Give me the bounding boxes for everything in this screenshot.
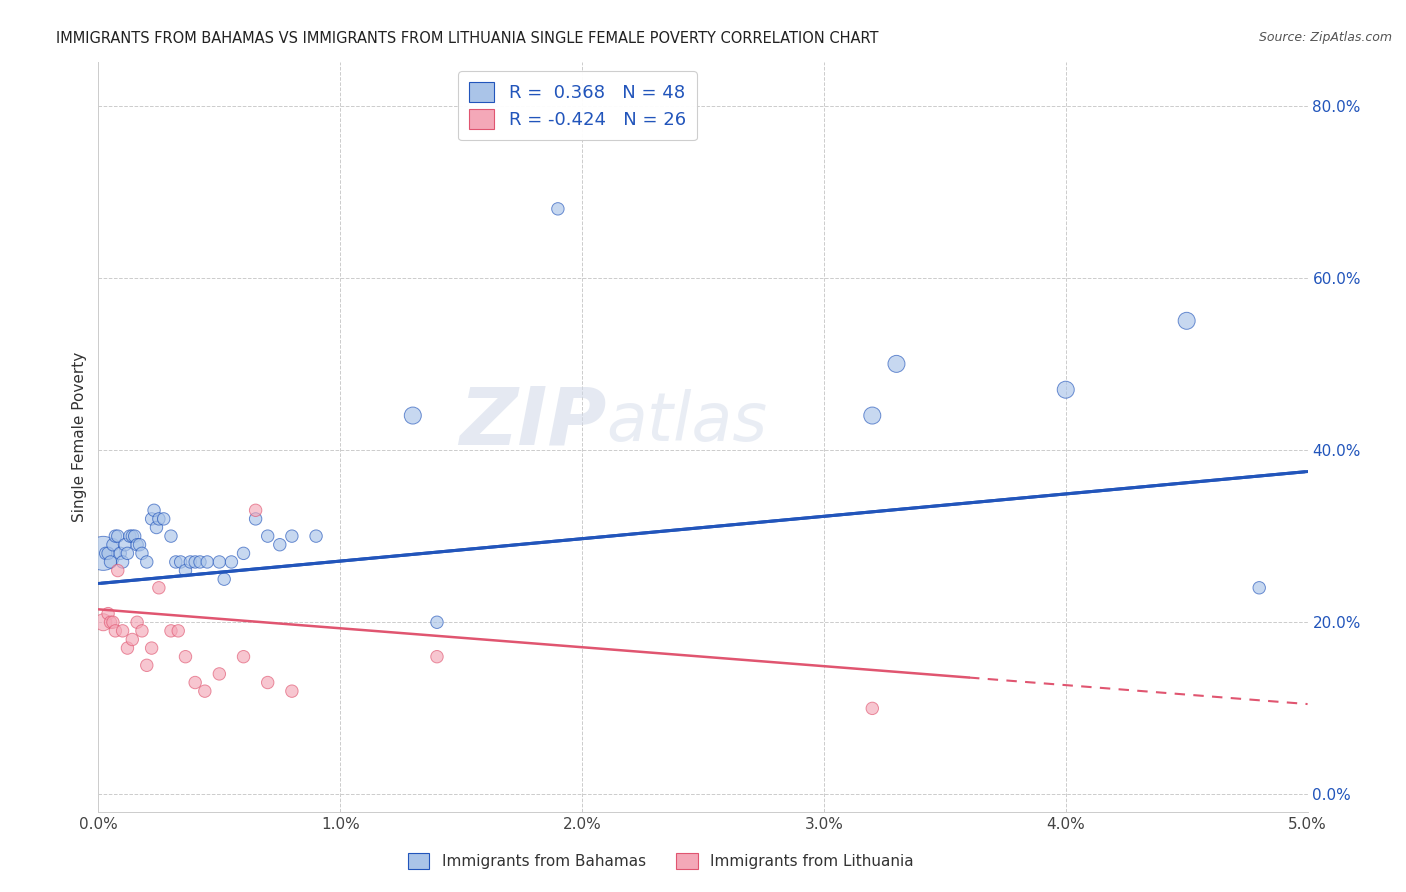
Point [141, 641, 163, 656]
Point [145, 520, 167, 534]
Point [100, 555, 122, 569]
Point [194, 684, 217, 698]
Point [269, 538, 291, 552]
Point [426, 649, 449, 664]
Y-axis label: Single Female Poverty: Single Female Poverty [72, 352, 87, 522]
Point [305, 529, 328, 543]
Text: ZIP: ZIP [458, 383, 606, 461]
Point [131, 546, 153, 560]
Point [281, 684, 304, 698]
Point [221, 555, 243, 569]
Point [111, 624, 134, 638]
Point [117, 546, 139, 560]
Point [127, 538, 149, 552]
Point [91, 546, 114, 560]
Point [426, 615, 449, 630]
Point [547, 202, 569, 216]
Point [188, 555, 211, 569]
Point [245, 503, 267, 517]
Point [886, 357, 908, 371]
Point [179, 555, 201, 569]
Point [232, 546, 254, 560]
Point [208, 555, 231, 569]
Point [402, 409, 425, 423]
Point [135, 658, 157, 673]
Text: Source: ZipAtlas.com: Source: ZipAtlas.com [1258, 31, 1392, 45]
Point [195, 555, 218, 569]
Point [135, 555, 157, 569]
Point [118, 529, 141, 543]
Point [167, 624, 190, 638]
Point [245, 512, 267, 526]
Point [104, 529, 127, 543]
Point [124, 529, 146, 543]
Point [104, 624, 127, 638]
Point [1175, 314, 1198, 328]
Point [152, 512, 174, 526]
Point [169, 555, 191, 569]
Point [1249, 581, 1271, 595]
Text: atlas: atlas [606, 389, 768, 455]
Point [101, 615, 124, 630]
Point [141, 512, 163, 526]
Point [160, 529, 183, 543]
Point [114, 538, 136, 552]
Point [1054, 383, 1077, 397]
Point [117, 641, 139, 656]
Point [256, 529, 278, 543]
Point [184, 555, 207, 569]
Point [148, 512, 170, 526]
Point [174, 564, 197, 578]
Point [184, 675, 207, 690]
Point [121, 529, 143, 543]
Point [128, 538, 150, 552]
Point [208, 667, 231, 681]
Point [860, 409, 883, 423]
Point [165, 555, 187, 569]
Point [281, 529, 304, 543]
Legend: R =  0.368   N = 48, R = -0.424   N = 26: R = 0.368 N = 48, R = -0.424 N = 26 [458, 71, 696, 140]
Point [94, 546, 117, 560]
Point [107, 564, 129, 578]
Point [143, 503, 166, 517]
Point [148, 581, 170, 595]
Point [100, 615, 122, 630]
Point [127, 615, 149, 630]
Point [860, 701, 883, 715]
Point [111, 555, 134, 569]
Point [232, 649, 254, 664]
Legend: Immigrants from Bahamas, Immigrants from Lithuania: Immigrants from Bahamas, Immigrants from… [402, 847, 920, 875]
Point [97, 546, 120, 560]
Point [101, 538, 124, 552]
Point [174, 649, 197, 664]
Point [107, 529, 129, 543]
Point [160, 624, 183, 638]
Text: IMMIGRANTS FROM BAHAMAS VS IMMIGRANTS FROM LITHUANIA SINGLE FEMALE POVERTY CORRE: IMMIGRANTS FROM BAHAMAS VS IMMIGRANTS FR… [56, 31, 879, 46]
Point [108, 546, 131, 560]
Point [212, 572, 235, 586]
Point [97, 607, 120, 621]
Point [91, 615, 114, 630]
Point [256, 675, 278, 690]
Point [131, 624, 153, 638]
Point [121, 632, 143, 647]
